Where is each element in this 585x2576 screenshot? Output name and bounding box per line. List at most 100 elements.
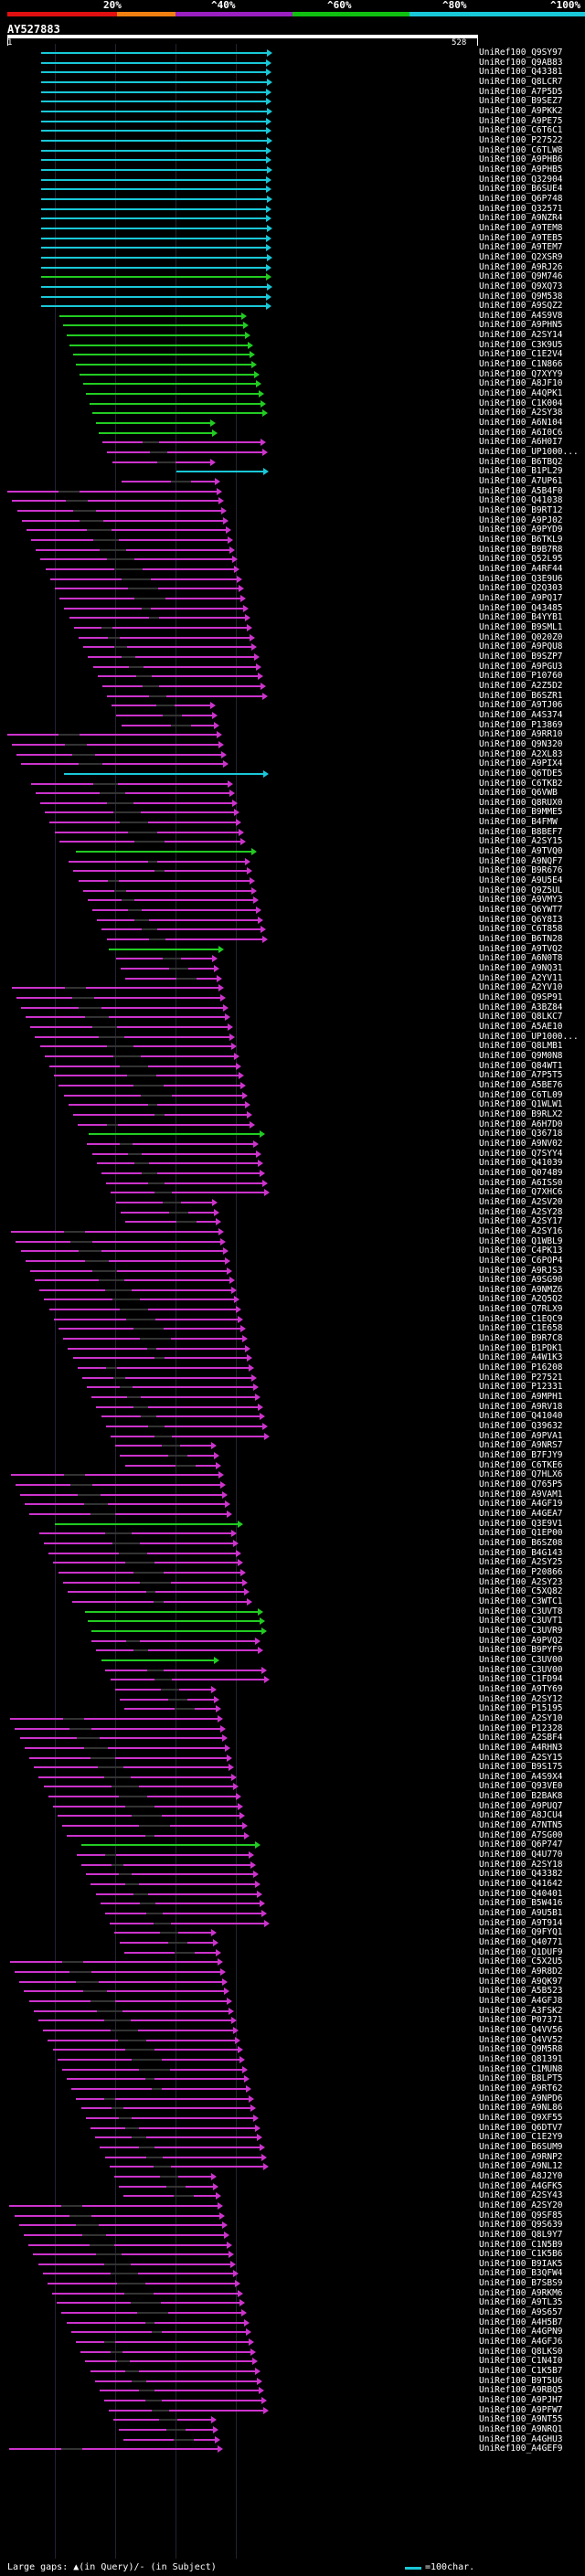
hit-row[interactable]: UniRef100_A9RV18: [0, 1402, 585, 1413]
hit-label[interactable]: UniRef100_Q9FYQ1: [479, 1927, 563, 1938]
hit-label[interactable]: UniRef100_Q7HLX6: [479, 1469, 563, 1480]
hit-row[interactable]: UniRef100_B6SZ08: [0, 1538, 585, 1549]
hit-label[interactable]: UniRef100_A5B523: [479, 1986, 563, 1997]
hit-row[interactable]: UniRef100_A4GFK5: [0, 2181, 585, 2192]
hit-row[interactable]: UniRef100_A4QPK1: [0, 388, 585, 399]
hit-row[interactable]: UniRef100_Q41642: [0, 1879, 585, 1890]
hit-label[interactable]: UniRef100_A2SY43: [479, 2190, 563, 2201]
hit-label[interactable]: UniRef100_C6POP4: [479, 1255, 563, 1266]
hit-row[interactable]: UniRef100_A4RF44: [0, 564, 585, 575]
hit-label[interactable]: UniRef100_Q9AB83: [479, 57, 563, 68]
hit-label[interactable]: UniRef100_A8JCU4: [479, 1810, 563, 1821]
hit-label[interactable]: UniRef100_A9RKM6: [479, 2287, 563, 2298]
hit-label[interactable]: UniRef100_B6TBQ2: [479, 456, 563, 467]
hit-label[interactable]: UniRef100_A9PHB6: [479, 154, 563, 165]
hit-label[interactable]: UniRef100_A9PQ17: [479, 592, 563, 603]
hit-row[interactable]: UniRef100_A9RT62: [0, 2083, 585, 2094]
hit-label[interactable]: UniRef100_C1N4I0: [479, 2356, 563, 2367]
hit-label[interactable]: UniRef100_Q84WT1: [479, 1060, 563, 1071]
hit-row[interactable]: UniRef100_Q32904: [0, 175, 585, 186]
hit-row[interactable]: UniRef100_C5XQ82: [0, 1586, 585, 1597]
hit-label[interactable]: UniRef100_C1N5B9: [479, 2239, 563, 2250]
hit-row[interactable]: UniRef100_A9RJS3: [0, 1266, 585, 1277]
hit-label[interactable]: UniRef100_A4GPN9: [479, 2327, 563, 2337]
hit-label[interactable]: UniRef100_Q36718: [479, 1129, 563, 1140]
hit-row[interactable]: UniRef100_A9TEM7: [0, 242, 585, 253]
hit-row[interactable]: UniRef100_A4GFJ6: [0, 2337, 585, 2348]
hit-label[interactable]: UniRef100_A2Q5Q2: [479, 1294, 563, 1305]
hit-row[interactable]: UniRef100_A9TVQ0: [0, 846, 585, 857]
hit-label[interactable]: UniRef100_A4RHN3: [479, 1742, 563, 1753]
hit-label[interactable]: UniRef100_P16208: [479, 1362, 563, 1373]
hit-row[interactable]: UniRef100_A7NTN5: [0, 1820, 585, 1831]
hit-label[interactable]: UniRef100_A2SY20: [479, 2200, 563, 2210]
hit-row[interactable]: UniRef100_C3UV00: [0, 1655, 585, 1666]
hit-label[interactable]: UniRef100_Q6Y8I3: [479, 914, 563, 925]
hit-label[interactable]: UniRef100_A9PJ02: [479, 514, 563, 525]
hit-label[interactable]: UniRef100_Q1WBL9: [479, 1235, 563, 1246]
hit-label[interactable]: UniRef100_A6H0I7: [479, 437, 563, 448]
hit-label[interactable]: UniRef100_A9NPD6: [479, 2093, 563, 2104]
hit-label[interactable]: UniRef100_Q6P747: [479, 1839, 563, 1850]
hit-row[interactable]: UniRef100_A6N0T8: [0, 953, 585, 964]
hit-row[interactable]: UniRef100_C3UVT1: [0, 1616, 585, 1627]
hit-label[interactable]: UniRef100_A4S9V8: [479, 310, 563, 321]
hit-label[interactable]: UniRef100_Q020Z0: [479, 631, 563, 642]
hit-row[interactable]: UniRef100_B8LPT5: [0, 2073, 585, 2084]
hit-row[interactable]: UniRef100_C3UV00: [0, 1665, 585, 1676]
hit-label[interactable]: UniRef100_A4S374: [479, 709, 563, 720]
hit-row[interactable]: UniRef100_A2Q5Q2: [0, 1294, 585, 1305]
hit-row[interactable]: UniRef100_A4GEA7: [0, 1509, 585, 1520]
hit-label[interactable]: UniRef100_Q07489: [479, 1167, 563, 1178]
hit-label[interactable]: UniRef100_Q7SYY4: [479, 1148, 563, 1159]
hit-row[interactable]: UniRef100_A9NRS7: [0, 1440, 585, 1451]
hit-label[interactable]: UniRef100_UP1000...: [479, 1031, 579, 1042]
hit-row[interactable]: UniRef100_A9PJH7: [0, 2395, 585, 2406]
hit-label[interactable]: UniRef100_Q8RUX0: [479, 797, 563, 808]
hit-label[interactable]: UniRef100_A2SY12: [479, 1693, 563, 1704]
hit-label[interactable]: UniRef100_B9R676: [479, 865, 563, 876]
hit-row[interactable]: UniRef100_C6POP4: [0, 1256, 585, 1267]
hit-row[interactable]: UniRef100_C1E2Y9: [0, 2132, 585, 2143]
hit-row[interactable]: UniRef100_A2YV10: [0, 982, 585, 993]
hit-row[interactable]: UniRef100_P27522: [0, 135, 585, 146]
hit-label[interactable]: UniRef100_A9PYD9: [479, 525, 563, 535]
hit-label[interactable]: UniRef100_Q9XF55: [479, 2112, 563, 2123]
hit-label[interactable]: UniRef100_A7UP61: [479, 476, 563, 487]
hit-label[interactable]: UniRef100_A2XL83: [479, 748, 563, 759]
hit-label[interactable]: UniRef100_Q765P5: [479, 1479, 563, 1490]
hit-label[interactable]: UniRef100_A9PGU3: [479, 661, 563, 672]
hit-row[interactable]: UniRef100_C3UVT8: [0, 1606, 585, 1617]
hit-row[interactable]: UniRef100_A4GEF9: [0, 2443, 585, 2454]
hit-label[interactable]: UniRef100_A5BE76: [479, 1079, 563, 1090]
hit-label[interactable]: UniRef100_A9NRS7: [479, 1440, 563, 1451]
hit-row[interactable]: UniRef100_A9PQU8: [0, 641, 585, 652]
hit-label[interactable]: UniRef100_A6H7D0: [479, 1118, 563, 1129]
hit-row[interactable]: UniRef100_A9PQ17: [0, 593, 585, 604]
hit-label[interactable]: UniRef100_A9SG90: [479, 1275, 563, 1286]
hit-row[interactable]: UniRef100_A8JCU4: [0, 1810, 585, 1821]
hit-row[interactable]: UniRef100_C6T858: [0, 924, 585, 935]
hit-label[interactable]: UniRef100_Q52L95: [479, 554, 563, 565]
hit-label[interactable]: UniRef100_A3BZ84: [479, 1002, 563, 1012]
hit-label[interactable]: UniRef100_P27521: [479, 1372, 563, 1383]
hit-label[interactable]: UniRef100_A2SY10: [479, 1712, 563, 1723]
hit-label[interactable]: UniRef100_A9TY69: [479, 1683, 563, 1694]
hit-row[interactable]: UniRef100_B9IAK5: [0, 2259, 585, 2270]
hit-label[interactable]: UniRef100_P15195: [479, 1703, 563, 1714]
hit-row[interactable]: UniRef100_Q4U770: [0, 1850, 585, 1860]
hit-label[interactable]: UniRef100_C3UV00: [479, 1664, 563, 1675]
hit-label[interactable]: UniRef100_Q9M5R8: [479, 2044, 563, 2055]
hit-label[interactable]: UniRef100_A9NL86: [479, 2103, 563, 2114]
hit-row[interactable]: UniRef100_A5B4F0: [0, 486, 585, 497]
hit-row[interactable]: UniRef100_P12328: [0, 1723, 585, 1734]
hit-label[interactable]: UniRef100_B9SEZ7: [479, 96, 563, 107]
hit-row[interactable]: UniRef100_A9T914: [0, 1918, 585, 1929]
hit-label[interactable]: UniRef100_Q3E9U6: [479, 573, 563, 584]
hit-label[interactable]: UniRef100_Q9SY97: [479, 48, 563, 58]
hit-label[interactable]: UniRef100_Q7XYY9: [479, 368, 563, 379]
hit-row[interactable]: UniRef100_B9T5U6: [0, 2376, 585, 2387]
hit-label[interactable]: UniRef100_Q3E9V1: [479, 1518, 563, 1529]
hit-row[interactable]: UniRef100_A9VAM1: [0, 1489, 585, 1500]
hit-row[interactable]: UniRef100_Q1WLW1: [0, 1099, 585, 1110]
